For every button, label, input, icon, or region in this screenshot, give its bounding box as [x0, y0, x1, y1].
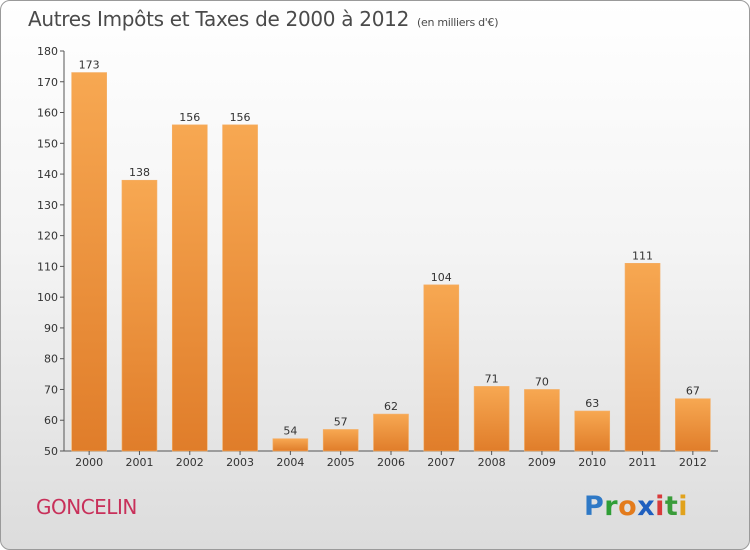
bar: [524, 389, 560, 452]
commune-name: GONCELIN: [36, 495, 137, 519]
x-tick-label: 2005: [327, 456, 355, 469]
bar: [71, 72, 107, 452]
x-tick-label: 2011: [629, 456, 657, 469]
bar-value-label: 54: [283, 425, 297, 438]
y-tick-label: 180: [37, 45, 58, 58]
logo-letter: r: [604, 491, 619, 522]
bar: [473, 386, 510, 452]
x-tick-label: 2009: [528, 456, 556, 469]
x-tick-label: 2006: [377, 456, 405, 469]
bar-value-label: 57: [334, 415, 348, 428]
y-tick-label: 150: [37, 137, 58, 150]
bar-value-label: 70: [535, 375, 549, 388]
x-tick-label: 2010: [578, 456, 606, 469]
unit-label: (en milliers d'€): [417, 16, 499, 29]
bar-value-label: 104: [431, 271, 452, 284]
bar: [322, 429, 359, 452]
bar-value-label: 63: [585, 397, 599, 410]
x-tick-label: 2002: [176, 456, 204, 469]
bar: [222, 124, 258, 452]
bar-value-label: 138: [129, 166, 150, 179]
x-tick-label: 2012: [679, 456, 707, 469]
bar-value-label: 71: [485, 372, 499, 385]
y-tick-label: 160: [37, 107, 58, 120]
bar: [272, 438, 309, 452]
proxiti-logo: Proxiti: [584, 491, 688, 522]
logo-letter: i: [655, 491, 665, 522]
y-tick-label: 110: [37, 260, 58, 273]
bar-value-label: 62: [384, 400, 398, 413]
y-tick-label: 70: [44, 383, 58, 396]
x-tick-label: 2001: [125, 456, 153, 469]
x-tick-label: 2000: [75, 456, 103, 469]
y-tick-label: 140: [37, 168, 58, 181]
title-text: Autres Impôts et Taxes de 2000 à 2012: [28, 7, 409, 31]
bar: [574, 410, 611, 452]
y-tick-label: 170: [37, 76, 58, 89]
bar-value-label: 156: [179, 111, 200, 124]
logo-letter: t: [664, 491, 679, 522]
y-tick-label: 80: [44, 353, 58, 366]
y-tick-label: 90: [44, 322, 58, 335]
bar: [675, 398, 711, 452]
y-tick-label: 100: [37, 291, 58, 304]
bar-value-label: 67: [686, 385, 700, 398]
bar: [423, 284, 460, 452]
bar-value-label: 111: [632, 249, 653, 262]
bar: [171, 124, 208, 452]
x-tick-label: 2004: [276, 456, 304, 469]
chart-title: Autres Impôts et Taxes de 2000 à 2012 (en…: [28, 7, 498, 31]
bar: [624, 263, 661, 452]
bar-value-label: 156: [230, 111, 251, 124]
logo-letter: i: [678, 491, 689, 522]
y-tick-label: 60: [44, 414, 58, 427]
logo-letter: x: [637, 491, 656, 522]
logo-letter: P: [584, 491, 605, 522]
bar: [121, 179, 158, 452]
bar: [373, 413, 409, 452]
y-tick-label: 50: [44, 445, 58, 458]
x-tick-label: 2003: [226, 456, 254, 469]
y-tick-label: 120: [37, 230, 58, 243]
bar-value-label: 173: [79, 59, 100, 72]
y-tick-label: 130: [37, 199, 58, 212]
x-tick-label: 2007: [427, 456, 455, 469]
logo-letter: o: [618, 491, 638, 522]
x-tick-label: 2008: [478, 456, 506, 469]
